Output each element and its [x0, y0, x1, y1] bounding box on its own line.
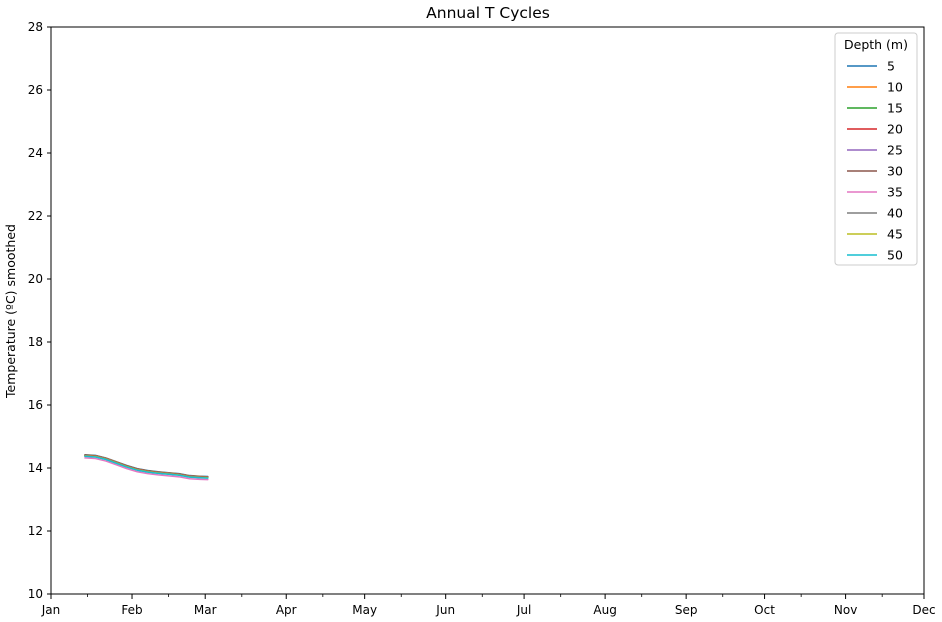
legend-title: Depth (m) — [844, 37, 908, 52]
legend-label-depth-10: 10 — [887, 80, 903, 95]
legend-label-depth-5: 5 — [887, 59, 895, 74]
x-tick-label: Jun — [435, 603, 455, 617]
x-tick-label: Apr — [276, 603, 297, 617]
legend-label-depth-45: 45 — [887, 227, 903, 242]
series-line-depth-50 — [84, 455, 209, 479]
plot-frame — [50, 26, 925, 595]
y-tick-label: 24 — [28, 146, 43, 160]
legend-box — [834, 32, 918, 266]
legend-label-depth-20: 20 — [887, 122, 903, 137]
chart-title: Annual T Cycles — [426, 4, 550, 22]
y-tick-label: 22 — [28, 209, 43, 223]
legend: Depth (m) 5 10 15 20 25 30 35 40 45 50 — [834, 32, 918, 266]
legend-label-depth-40: 40 — [887, 206, 903, 221]
x-tick-label: Nov — [834, 603, 857, 617]
plot-area: 10 12 14 16 18 20 22 24 26 28 Jan Feb Mar Apr May Jun Ju… — [28, 20, 936, 617]
y-tick-label: 18 — [28, 335, 43, 349]
x-tick-label: Oct — [754, 603, 775, 617]
x-tick-label: Jul — [516, 603, 531, 617]
x-tick-label: May — [352, 603, 377, 617]
series-line-depth-35 — [84, 457, 209, 481]
x-tick-label: Dec — [912, 603, 935, 617]
y-tick-label: 28 — [28, 20, 43, 34]
y-tick-label: 20 — [28, 272, 43, 286]
legend-label-depth-25: 25 — [887, 143, 903, 158]
x-tick-label: Sep — [675, 603, 698, 617]
x-tick-label: Jan — [41, 603, 61, 617]
y-tick-label: 12 — [28, 524, 43, 538]
legend-label-depth-30: 30 — [887, 164, 903, 179]
legend-label-depth-15: 15 — [887, 101, 903, 116]
y-tick-label: 26 — [28, 83, 43, 97]
legend-label-depth-50: 50 — [887, 248, 903, 263]
y-tick-label: 10 — [28, 587, 43, 601]
legend-label-depth-35: 35 — [887, 185, 903, 200]
y-tick-label: 14 — [28, 461, 43, 475]
x-tick-label: Mar — [194, 603, 217, 617]
y-tick-label: 16 — [28, 398, 43, 412]
x-tick-label: Feb — [121, 603, 142, 617]
y-axis-label: Temperature (ºC) smoothed — [3, 224, 18, 399]
x-tick-label: Aug — [593, 603, 616, 617]
